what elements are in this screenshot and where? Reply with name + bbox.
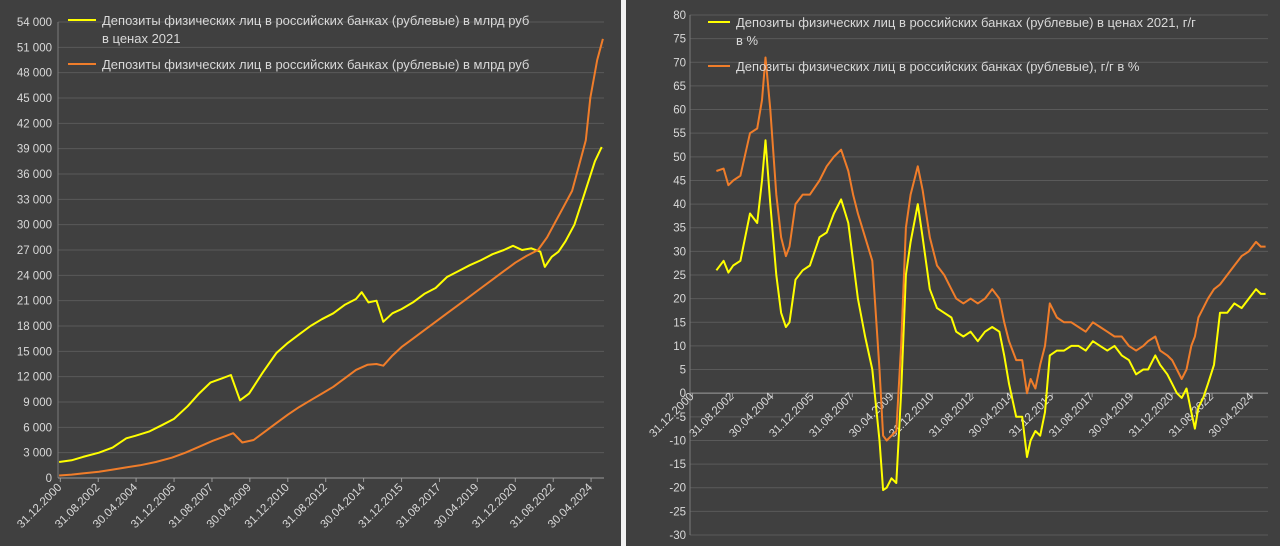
chart1-y-tick-label: 36 000 — [17, 169, 52, 181]
chart1-series-line-2 — [59, 38, 604, 477]
chart2-y-tick-label: -30 — [669, 530, 686, 542]
chart1-y-tick-label: 15 000 — [17, 346, 52, 358]
chart2-y-tick-label: 5 — [680, 365, 686, 377]
chart1-y-tick-label: 6 000 — [23, 422, 52, 434]
left-chart-panel: 0 3 000 6 000 9 000 12 000 15 000 18 000 21 000… — [0, 0, 618, 546]
chart1-legend-label-2: Депозиты физических лиц в российских бан… — [102, 57, 529, 72]
chart2-y-tick-label: 0 — [680, 388, 686, 400]
chart2-y-tick-label: -5 — [676, 412, 686, 424]
right-chart-panel: -30 -25 -20 -15 -10 -5 0 5 10 15 20 25 30 35 40 45 50 55 6… — [628, 0, 1280, 546]
chart1-y-tick-label: 27 000 — [17, 245, 52, 257]
chart2-legend-label-1: Депозиты физических лиц в российских бан… — [736, 15, 1196, 30]
chart1-y-tick-label: 51 000 — [17, 42, 52, 54]
chart1-y-tick-label: 3 000 — [23, 448, 52, 460]
chart1-y-tick-label: 0 — [46, 473, 52, 485]
chart2-y-tick-label: 10 — [673, 341, 686, 353]
chart2-y-tick-label: -25 — [669, 506, 686, 518]
chart2-series-line-1 — [715, 139, 1266, 492]
chart2-y-tick-label: 80 — [673, 10, 686, 22]
panel-divider — [621, 0, 626, 546]
left-chart-svg: 0 3 000 6 000 9 000 12 000 15 000 18 000 21 000… — [15, 13, 604, 531]
chart1-series-line-1 — [58, 146, 603, 463]
chart1-y-tick-label: 54 000 — [17, 17, 52, 29]
chart2-y-tick-label: 40 — [673, 199, 686, 211]
chart2-y-tick-label: 15 — [673, 317, 686, 329]
chart1-y-tick-label: 42 000 — [17, 118, 52, 130]
chart1-y-tick-label: 39 000 — [17, 144, 52, 156]
right-chart-svg: -30 -25 -20 -15 -10 -5 0 5 10 15 20 25 30 35 40 45 50 55 6… — [647, 10, 1268, 542]
chart1-y-tick-label: 21 000 — [17, 296, 52, 308]
chart2-y-tick-label: -15 — [669, 459, 686, 471]
chart1-y-tick-label: 12 000 — [17, 372, 52, 384]
chart2-y-tick-label: 20 — [673, 294, 686, 306]
chart2-y-tick-label: 30 — [673, 246, 686, 258]
chart2-legend-label-1: в % — [736, 33, 759, 48]
chart2-legend-label-2: Депозиты физических лиц в российских бан… — [736, 59, 1140, 74]
chart1-y-tick-label: 45 000 — [17, 93, 52, 105]
chart1-y-tick-label: 9 000 — [23, 397, 52, 409]
chart1-y-tick-label: 18 000 — [17, 321, 52, 333]
chart1-legend-label-1: в ценах 2021 — [102, 31, 181, 46]
chart1-y-tick-label: 24 000 — [17, 270, 52, 282]
chart2-y-tick-label: 65 — [673, 81, 686, 93]
chart2-y-tick-label: 25 — [673, 270, 686, 282]
chart2-y-tick-label: 55 — [673, 128, 686, 140]
chart2-y-tick-label: 45 — [673, 175, 686, 187]
chart2-y-tick-label: 70 — [673, 57, 686, 69]
chart2-y-tick-label: 50 — [673, 152, 686, 164]
chart1-y-tick-label: 33 000 — [17, 194, 52, 206]
chart1-y-tick-label: 30 000 — [17, 220, 52, 232]
chart1-y-tick-label: 48 000 — [17, 68, 52, 80]
chart2-y-tick-label: 35 — [673, 223, 686, 235]
chart2-y-tick-label: 60 — [673, 105, 686, 117]
chart2-series-line-2 — [716, 56, 1266, 442]
chart2-y-tick-label: 75 — [673, 34, 686, 46]
chart1-legend-label-1: Депозиты физических лиц в российских бан… — [102, 13, 529, 28]
chart2-y-tick-label: -20 — [669, 483, 686, 495]
chart2-y-tick-label: -10 — [669, 435, 686, 447]
